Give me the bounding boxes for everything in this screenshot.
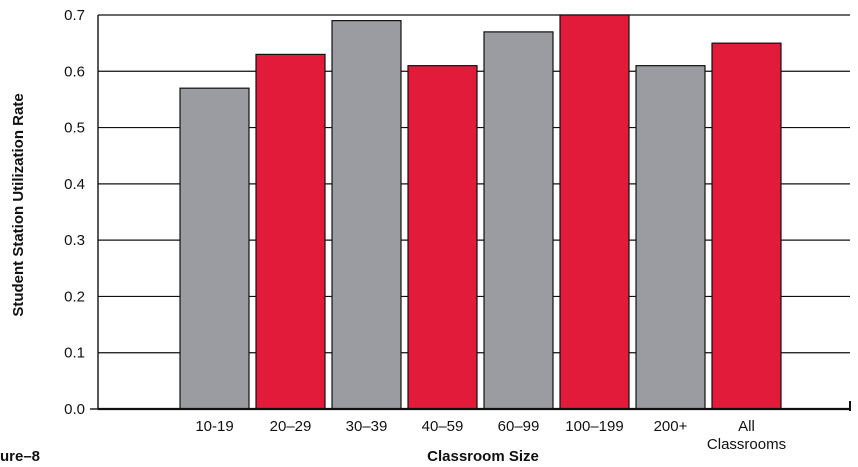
x-tick-label-line: 100–199 xyxy=(565,418,623,435)
y-tick-labels: 0.0 0.1 0.2 0.3 0.4 0.5 0.6 0.7 xyxy=(64,7,85,418)
x-tick-label: 60–99 xyxy=(498,418,540,435)
y-tick-label: 0.6 xyxy=(64,63,85,80)
bar-200- xyxy=(635,65,706,410)
axes xyxy=(90,15,851,411)
x-tick-label: 10-19 xyxy=(195,418,233,435)
y-tick-label: 0.0 xyxy=(64,401,85,418)
y-tick-label: 0.4 xyxy=(64,176,85,193)
bar-40-59 xyxy=(407,65,478,410)
y-tick-label: 0.3 xyxy=(64,232,85,249)
x-tick-label-line: 60–99 xyxy=(498,418,540,435)
bars xyxy=(179,14,782,410)
y-tick-label: 0.7 xyxy=(64,7,85,24)
x-tick-label-line: Classrooms xyxy=(707,436,786,453)
x-tick-label: 40–59 xyxy=(422,418,464,435)
figure-label: ure–8 xyxy=(0,448,40,465)
x-tick-label: 200+ xyxy=(654,418,688,435)
x-tick-label: 100–199 xyxy=(565,418,623,435)
x-tick-label-line: 30–39 xyxy=(346,418,388,435)
y-axis-title: Student Station Utilization Rate xyxy=(10,93,27,316)
bar-30-39 xyxy=(331,20,402,410)
x-tick-label-line: 20–29 xyxy=(270,418,312,435)
y-tick-label: 0.5 xyxy=(64,120,85,137)
x-axis-title: Classroom Size xyxy=(427,448,539,465)
y-tick-label: 0.1 xyxy=(64,345,85,362)
bar-20-29 xyxy=(255,53,326,410)
x-tick-label: 20–29 xyxy=(270,418,312,435)
x-tick-label-line: 10-19 xyxy=(195,418,233,435)
bar-10-19 xyxy=(179,87,250,410)
bar-100-199 xyxy=(559,14,630,410)
x-tick-label-line: All xyxy=(738,418,755,435)
x-tick-label-line: 200+ xyxy=(654,418,688,435)
x-tick-label: All Classrooms xyxy=(707,418,786,453)
bar-all-classrooms xyxy=(711,42,782,410)
x-tick-labels: 10-19 20–29 30–39 40–59 60–99 100–199 200+ All C… xyxy=(195,418,786,453)
x-tick-label: 30–39 xyxy=(346,418,388,435)
y-tick-label: 0.2 xyxy=(64,288,85,305)
x-tick-label-line: 40–59 xyxy=(422,418,464,435)
bar-60-99 xyxy=(483,31,554,410)
